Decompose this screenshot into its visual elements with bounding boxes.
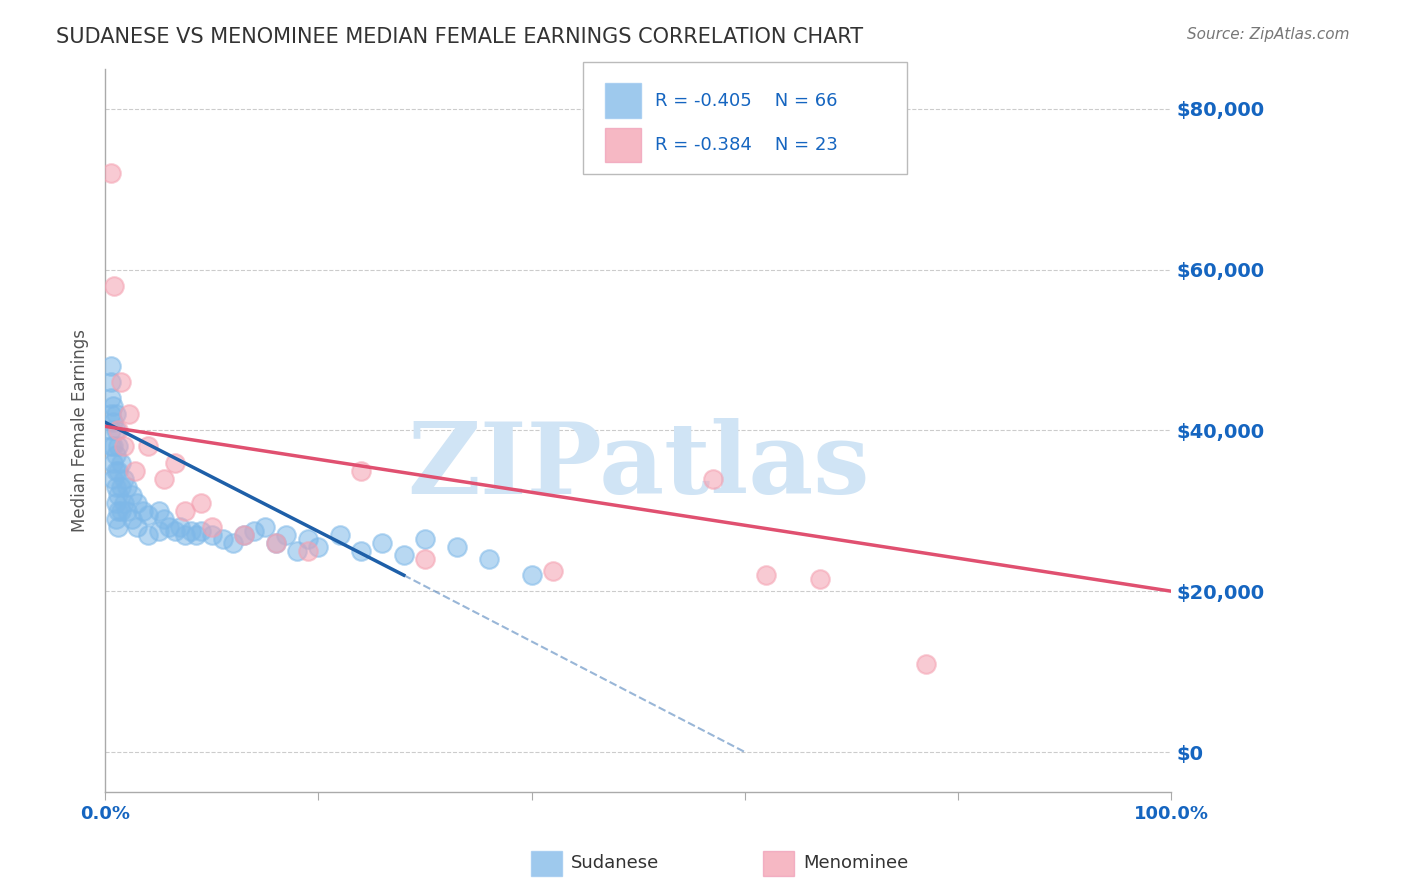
Point bbox=[232, 528, 254, 542]
Point bbox=[100, 375, 122, 389]
Point bbox=[100, 407, 122, 421]
Point bbox=[107, 488, 129, 502]
Point bbox=[104, 480, 127, 494]
Point bbox=[285, 544, 308, 558]
Point bbox=[174, 504, 197, 518]
Point bbox=[118, 407, 141, 421]
Point bbox=[174, 528, 197, 542]
Point bbox=[107, 464, 129, 478]
Text: R = -0.405    N = 66: R = -0.405 N = 66 bbox=[655, 92, 838, 110]
Point bbox=[127, 520, 149, 534]
Point bbox=[100, 424, 122, 438]
Point bbox=[201, 520, 224, 534]
Point bbox=[190, 496, 212, 510]
Text: Sudanese: Sudanese bbox=[571, 855, 659, 872]
Point bbox=[392, 548, 415, 562]
Point bbox=[297, 544, 319, 558]
Point bbox=[112, 496, 135, 510]
Point bbox=[101, 440, 124, 454]
Point bbox=[541, 564, 564, 578]
Point bbox=[201, 528, 224, 542]
Point bbox=[153, 512, 176, 526]
Point bbox=[101, 415, 124, 429]
Text: Menominee: Menominee bbox=[803, 855, 908, 872]
Point bbox=[101, 399, 124, 413]
Point bbox=[136, 508, 159, 522]
Point bbox=[104, 464, 127, 478]
Point bbox=[254, 520, 277, 534]
Point bbox=[190, 524, 212, 538]
Point bbox=[121, 512, 143, 526]
Text: Source: ZipAtlas.com: Source: ZipAtlas.com bbox=[1187, 27, 1350, 42]
Point bbox=[180, 524, 202, 538]
Point bbox=[115, 504, 138, 518]
Point bbox=[371, 536, 394, 550]
Point bbox=[100, 166, 122, 180]
Text: R = -0.384    N = 23: R = -0.384 N = 23 bbox=[655, 136, 838, 154]
Point bbox=[107, 520, 129, 534]
Point bbox=[148, 524, 170, 538]
Point bbox=[184, 528, 207, 542]
Point bbox=[222, 536, 245, 550]
Point bbox=[808, 572, 831, 586]
Point bbox=[110, 375, 132, 389]
Point bbox=[115, 480, 138, 494]
Point bbox=[297, 532, 319, 546]
Point bbox=[350, 464, 373, 478]
Point bbox=[520, 568, 543, 582]
Point bbox=[112, 440, 135, 454]
Point bbox=[107, 440, 129, 454]
Point bbox=[104, 407, 127, 421]
Point bbox=[157, 520, 180, 534]
Point bbox=[702, 472, 724, 486]
Point bbox=[112, 472, 135, 486]
Point bbox=[100, 440, 122, 454]
Text: SUDANESE VS MENOMINEE MEDIAN FEMALE EARNINGS CORRELATION CHART: SUDANESE VS MENOMINEE MEDIAN FEMALE EARN… bbox=[56, 27, 863, 46]
Point bbox=[136, 528, 159, 542]
Point bbox=[308, 540, 330, 554]
Point bbox=[104, 424, 127, 438]
Point bbox=[103, 278, 125, 293]
Point bbox=[148, 504, 170, 518]
Point bbox=[413, 552, 436, 566]
Point bbox=[169, 520, 191, 534]
Point bbox=[413, 532, 436, 546]
Point bbox=[350, 544, 373, 558]
Point bbox=[446, 540, 468, 554]
Point bbox=[110, 504, 132, 518]
Point bbox=[264, 536, 287, 550]
Point bbox=[243, 524, 266, 538]
Point bbox=[104, 512, 127, 526]
Point bbox=[211, 532, 233, 546]
Point bbox=[124, 464, 146, 478]
Point bbox=[163, 456, 186, 470]
Point bbox=[755, 568, 778, 582]
Point bbox=[121, 488, 143, 502]
Point bbox=[100, 359, 122, 373]
Point bbox=[136, 440, 159, 454]
Point bbox=[127, 496, 149, 510]
Text: ZIPatlas: ZIPatlas bbox=[408, 418, 869, 515]
Point bbox=[110, 456, 132, 470]
Point bbox=[153, 472, 176, 486]
Y-axis label: Median Female Earnings: Median Female Earnings bbox=[72, 329, 89, 532]
Point bbox=[276, 528, 298, 542]
Point bbox=[100, 391, 122, 405]
Point bbox=[107, 424, 129, 438]
Point bbox=[264, 536, 287, 550]
Point bbox=[163, 524, 186, 538]
Point bbox=[104, 496, 127, 510]
Point bbox=[478, 552, 501, 566]
Point bbox=[110, 480, 132, 494]
Point bbox=[131, 504, 153, 518]
Point bbox=[107, 504, 129, 518]
Point bbox=[915, 657, 938, 671]
Point bbox=[101, 456, 124, 470]
Point bbox=[232, 528, 254, 542]
Point bbox=[329, 528, 352, 542]
Point bbox=[104, 448, 127, 462]
Point bbox=[101, 472, 124, 486]
